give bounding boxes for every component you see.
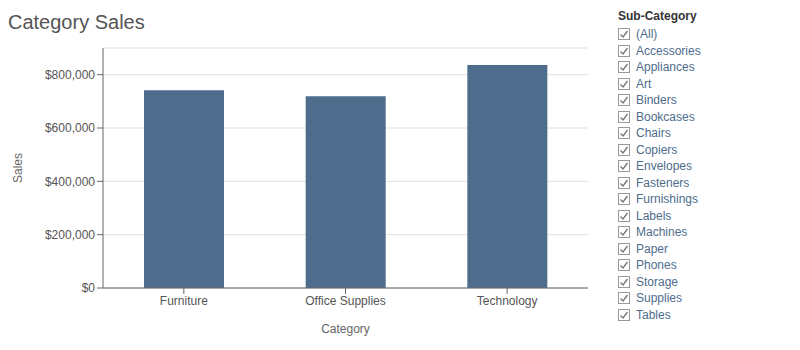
html-text:Furnishings: Furnishings <box>636 192 698 207</box>
svg-text:Office Supplies: Office Supplies <box>305 294 386 308</box>
html-text:Appliances: Appliances <box>636 60 695 75</box>
html-text:Bookcases: Bookcases <box>636 109 695 124</box>
html-text:Category Sales: Category Sales <box>8 11 145 33</box>
html-text:Tables: Tables <box>636 307 671 322</box>
html-text:Binders: Binders <box>636 93 677 108</box>
html-text:Sub-Category: Sub-Category <box>618 9 697 23</box>
html-text:Art: Art <box>636 76 652 91</box>
svg-text:$600,000: $600,000 <box>45 121 95 135</box>
svg-text:$200,000: $200,000 <box>45 228 95 242</box>
html-text:Envelopes: Envelopes <box>636 159 692 174</box>
html-text:Phones: Phones <box>636 258 677 273</box>
html-text:Fasteners: Fasteners <box>636 175 690 190</box>
html-text:Labels: Labels <box>636 208 672 223</box>
html-text:Copiers: Copiers <box>636 142 678 157</box>
html-text:Machines: Machines <box>636 225 688 240</box>
html-text:Paper: Paper <box>636 241 668 256</box>
html-text:Supplies: Supplies <box>636 291 682 306</box>
svg-text:$800,000: $800,000 <box>45 68 95 82</box>
html-text:Storage: Storage <box>636 274 678 289</box>
svg-text:Technology: Technology <box>477 294 538 308</box>
svg-text:Category: Category <box>321 322 370 336</box>
html-text:Accessories: Accessories <box>636 43 701 58</box>
svg-text:$0: $0 <box>82 281 96 295</box>
html-text:(All): (All) <box>636 27 658 42</box>
svg-text:Furniture: Furniture <box>160 294 208 308</box>
svg-text:Sales: Sales <box>11 153 25 183</box>
html-text:Chairs: Chairs <box>636 126 671 141</box>
svg-text:$400,000: $400,000 <box>45 175 95 189</box>
